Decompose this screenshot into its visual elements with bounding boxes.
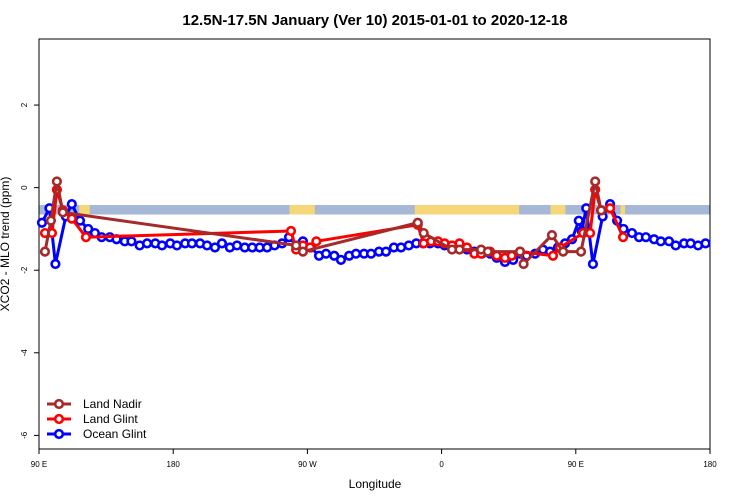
series-point (585, 227, 596, 239)
series-point (670, 240, 681, 251)
x-tick-label: 90 E (568, 460, 584, 469)
y-tick-label: -2 (20, 266, 29, 274)
legend-label: Land Glint (83, 412, 138, 426)
series-point (201, 240, 213, 251)
series-point (66, 199, 77, 210)
series-point (50, 258, 61, 270)
series-point (156, 240, 168, 251)
series-point (617, 232, 629, 243)
series-point (518, 258, 529, 270)
series-point (454, 244, 465, 255)
series-point (290, 240, 302, 251)
series-point (231, 240, 243, 251)
series-point (209, 242, 221, 253)
series-point (590, 176, 601, 187)
y-axis-label: XCO2 - MLO trend (ppm) (0, 177, 12, 312)
x-tick-label: 90 W (298, 460, 317, 469)
series-point (640, 232, 651, 243)
legend-label: Ocean Glint (83, 427, 147, 441)
y-tick-label: -4 (20, 349, 29, 357)
series-point (57, 207, 68, 218)
series-point (335, 254, 347, 265)
y-tick-label: 0 (20, 185, 29, 190)
x-tick-label: 180 (703, 460, 717, 469)
series-point (186, 238, 198, 249)
series-point (655, 236, 666, 247)
y-tick-label: 2 (20, 102, 29, 107)
series-point (74, 215, 86, 226)
series-point (80, 232, 92, 243)
series-point (546, 230, 558, 241)
x-tick-label: 90 E (31, 460, 47, 469)
series-point (216, 238, 228, 249)
series-point (514, 246, 526, 257)
series-point (311, 236, 322, 247)
series-point (320, 248, 332, 259)
series-point (171, 240, 183, 251)
legend-marker (53, 398, 65, 410)
legend-marker (53, 413, 65, 425)
chart-title: 12.5N-17.5N January (Ver 10) 2015-01-01 … (182, 12, 567, 29)
x-tick-label: 0 (439, 460, 444, 469)
ocean-band (39, 204, 710, 215)
land-band (79, 204, 90, 215)
legend-marker (53, 428, 65, 440)
land-band (620, 204, 626, 215)
series-point (482, 246, 493, 257)
series-point (126, 236, 137, 247)
series-point (39, 246, 51, 257)
land-band (550, 204, 566, 215)
series-point (547, 250, 559, 261)
series-point (350, 248, 362, 259)
series-point (700, 238, 711, 249)
y-tick-label: -6 (20, 431, 29, 439)
series-point (395, 242, 407, 253)
series-point (587, 258, 599, 270)
x-axis-label: Longitude (349, 477, 402, 491)
series-point (596, 205, 607, 216)
series-point (573, 215, 584, 226)
series-point (558, 246, 569, 257)
series-point (36, 217, 48, 228)
series-point (142, 238, 153, 249)
series-point (491, 250, 502, 261)
series-point (51, 176, 62, 187)
series-point (297, 246, 309, 257)
land-band (414, 204, 520, 215)
x-tick-label: 180 (167, 460, 181, 469)
series-point (626, 227, 638, 239)
legend-label: Land Nadir (83, 397, 142, 411)
series-point (380, 246, 392, 257)
series-point (412, 217, 423, 228)
series-point (285, 225, 297, 237)
series-point (365, 248, 377, 259)
series-point (604, 203, 616, 214)
land-band (289, 204, 315, 215)
series-point (418, 227, 429, 239)
series-line (45, 188, 625, 260)
series-point (66, 213, 77, 224)
series-point (575, 246, 587, 257)
series-point (506, 250, 517, 261)
series-point (45, 215, 57, 226)
